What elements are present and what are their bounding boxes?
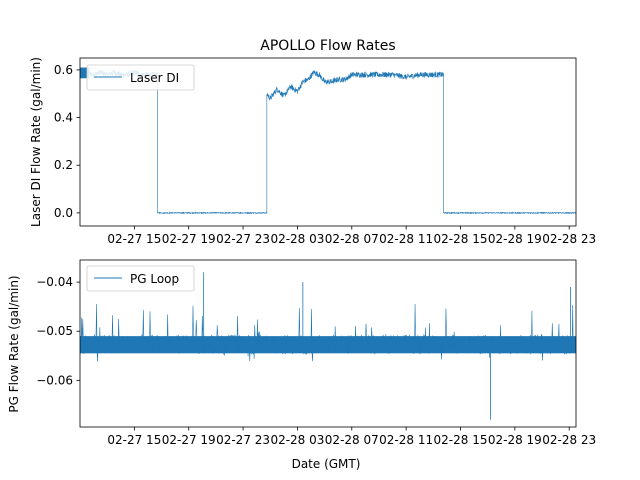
pg-loop-y-ticks: −0.06 −0.05 −0.04 xyxy=(36,275,80,387)
legend-label-laser-di: Laser DI xyxy=(130,71,179,85)
pg-loop-chart: 02-27 15 02-27 19 02-27 23 02-28 03 02-28 07… xyxy=(7,259,596,471)
y-tick-label: 0.6 xyxy=(54,63,73,77)
series-line-pg-loop xyxy=(80,303,576,362)
x-tick-label: 02-28 07 xyxy=(325,232,379,246)
legend-label-pg-loop: PG Loop xyxy=(130,272,179,286)
legend-box xyxy=(86,64,195,91)
x-tick-label: 02-28 15 xyxy=(434,433,488,447)
x-tick-label: 02-27 19 xyxy=(162,433,216,447)
x-tick-label: 02-28 03 xyxy=(270,433,324,447)
laser-di-chart: APOLLO Flow Rates 02-27 15 02-27 19 02-27 … xyxy=(29,38,596,246)
legend-box xyxy=(86,265,195,292)
laser-di-y-ticks: 0.0 0.2 0.4 0.6 xyxy=(54,63,80,220)
x-tick-label: 02-28 23 xyxy=(542,433,596,447)
laser-di-y-axis-label: Laser DI Flow Rate (gal/min) xyxy=(29,57,43,227)
x-tick-label: 02-27 15 xyxy=(107,433,161,447)
series-line-laser-di xyxy=(80,69,576,215)
laser-di-plot-area xyxy=(80,67,576,215)
y-tick-label: −0.04 xyxy=(36,275,73,289)
y-tick-label: 0.2 xyxy=(54,158,73,172)
y-tick-label: 0.0 xyxy=(54,206,73,220)
x-axis-label: Date (GMT) xyxy=(292,457,361,471)
pg-loop-plot-area xyxy=(80,272,576,420)
x-tick-label: 02-28 03 xyxy=(270,232,324,246)
x-tick-label: 02-28 23 xyxy=(542,232,596,246)
pg-loop-axes-frame xyxy=(79,259,577,428)
laser-di-axes-frame xyxy=(79,57,577,227)
x-tick-label: 02-27 19 xyxy=(162,232,216,246)
x-tick-label: 02-28 19 xyxy=(488,433,542,447)
chart-title: APOLLO Flow Rates xyxy=(260,38,395,54)
x-tick-label: 02-27 15 xyxy=(107,232,161,246)
laser-di-x-ticks: 02-27 15 02-27 19 02-27 23 02-28 03 02-28 07… xyxy=(107,226,596,246)
y-tick-label: 0.4 xyxy=(54,111,73,125)
x-tick-label: 02-27 23 xyxy=(216,232,270,246)
y-tick-label: −0.06 xyxy=(36,373,73,387)
x-tick-label: 02-28 11 xyxy=(379,433,433,447)
x-tick-label: 02-28 15 xyxy=(434,232,488,246)
laser-di-legend: Laser DI xyxy=(86,64,195,91)
pg-loop-legend: PG Loop xyxy=(86,265,195,292)
x-tick-label: 02-28 07 xyxy=(325,433,379,447)
x-tick-label: 02-28 11 xyxy=(379,232,433,246)
y-tick-label: −0.05 xyxy=(36,324,73,338)
x-tick-label: 02-28 19 xyxy=(488,232,542,246)
pg-loop-x-ticks: 02-27 15 02-27 19 02-27 23 02-28 03 02-28 07… xyxy=(107,427,596,447)
pg-loop-y-axis-label: PG Flow Rate (gal/min) xyxy=(7,275,21,412)
x-tick-label: 02-27 23 xyxy=(216,433,270,447)
series-burst-laser-di xyxy=(80,67,90,79)
